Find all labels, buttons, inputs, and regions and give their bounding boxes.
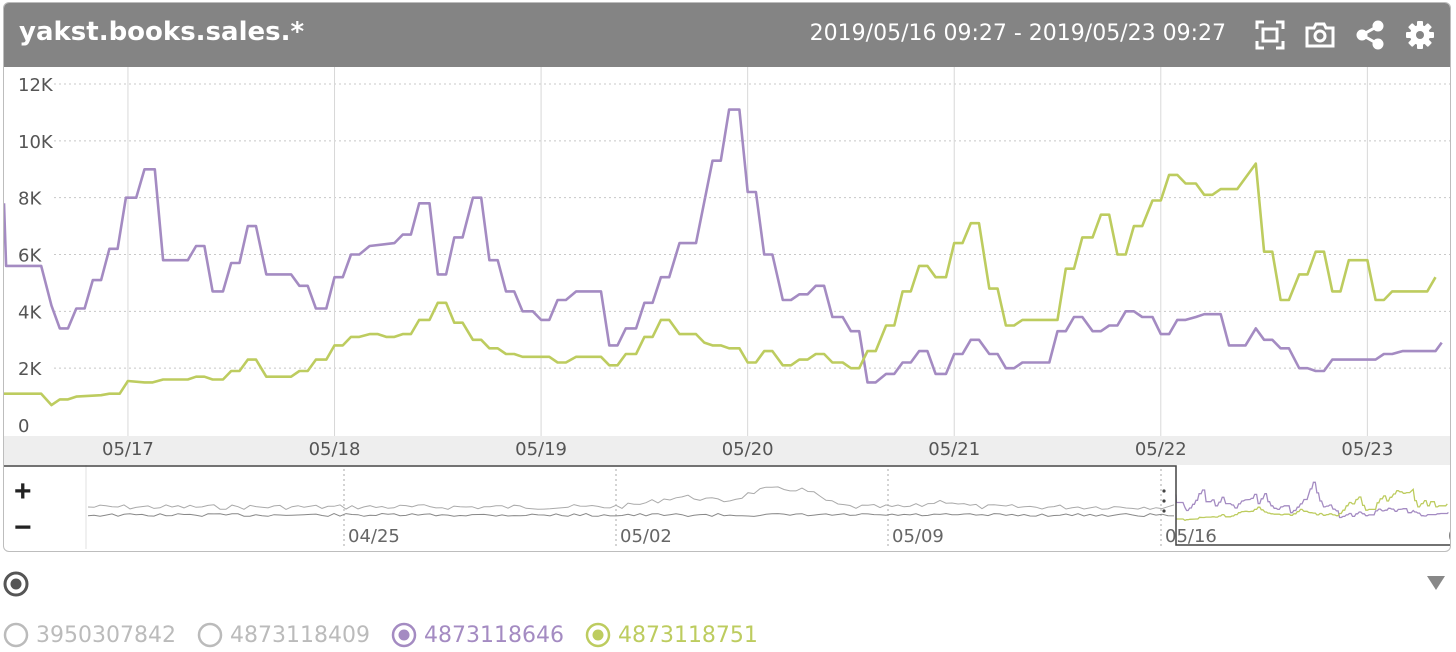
y-tick-label: 6K xyxy=(18,246,42,267)
legend: 3950307842 4873118409 4873118646 4873118751 xyxy=(2,620,778,650)
chevron-down-icon[interactable] xyxy=(1426,575,1446,591)
x-tick-label: 05/19 xyxy=(515,439,567,460)
navigator-handle-dot xyxy=(1162,499,1166,503)
chart-panel: yakst.books.sales.* 2019/05/16 09:27 - 2… xyxy=(3,2,1451,552)
chart-title: yakst.books.sales.* xyxy=(19,17,305,47)
x-tick-label: 05/22 xyxy=(1135,439,1187,460)
y-tick-label: 4K xyxy=(18,302,42,323)
series-line-4873118646[interactable] xyxy=(4,108,1443,384)
navigator-series-4873118646 xyxy=(1175,481,1449,519)
navigator-history-line xyxy=(87,486,1175,510)
y-tick-label: 12K xyxy=(18,75,54,96)
time-range[interactable]: 2019/05/16 09:27 - 2019/05/23 09:27 xyxy=(809,21,1226,46)
legend-item-4873118646[interactable]: 4873118646 xyxy=(390,621,564,649)
navigator-tick-label: 04/25 xyxy=(348,526,400,547)
navigator-history-line xyxy=(87,512,1175,518)
x-tick-label: 05/18 xyxy=(309,439,361,460)
series-line-4873118751[interactable] xyxy=(4,162,1437,407)
camera-icon[interactable] xyxy=(1304,19,1336,51)
x-tick-label: 05/20 xyxy=(722,439,774,460)
x-tick-label: 05/17 xyxy=(102,439,154,460)
legend-label: 4873118646 xyxy=(423,622,564,648)
y-tick-label: 0 xyxy=(18,416,29,437)
main-chart[interactable]: 0 2K 4K 6K 8K 10K 12K 05/17 05/18 05/19 05/20 05/21… xyxy=(4,67,1450,465)
navigator-tick-label: 05/02 xyxy=(620,526,672,547)
y-tick-label: 10K xyxy=(18,132,54,153)
x-axis-band xyxy=(4,436,1450,465)
navigator-chart[interactable]: 04/25 05/02 05/09 05/16 0 xyxy=(4,465,1450,551)
navigator-selection-window[interactable] xyxy=(4,465,1450,546)
radio-checked-icon[interactable] xyxy=(584,621,612,649)
radio-checked-icon[interactable] xyxy=(390,621,418,649)
legend-item-4873118751[interactable]: 4873118751 xyxy=(584,621,758,649)
x-tick-label: 05/23 xyxy=(1341,439,1393,460)
legend-label: 4873118409 xyxy=(229,622,370,648)
legend-item-4873118409[interactable]: 4873118409 xyxy=(196,621,370,649)
y-tick-label: 8K xyxy=(18,189,42,210)
zoom-out-button[interactable]: − xyxy=(14,511,32,544)
navigator-series-4873118751 xyxy=(1176,487,1448,522)
legend-label: 4873118751 xyxy=(617,622,758,648)
navigator-tick-label: 05/16 xyxy=(1165,526,1217,547)
share-icon[interactable] xyxy=(1354,19,1386,51)
legend-label: 3950307842 xyxy=(36,622,176,648)
x-tick-label: 05/21 xyxy=(928,439,980,460)
master-toggle-radio[interactable] xyxy=(2,570,30,598)
y-tick-label: 2K xyxy=(18,359,42,380)
navigator-tick-label: 05/09 xyxy=(892,526,944,547)
gear-icon[interactable] xyxy=(1404,19,1436,51)
navigator-handle-dot xyxy=(1162,489,1166,493)
navigator-handle-dot xyxy=(1162,509,1166,513)
radio-unchecked-icon[interactable] xyxy=(2,621,30,649)
navigator-tick-label: 0 xyxy=(1448,526,1450,547)
zoom-in-button[interactable]: + xyxy=(14,475,32,508)
legend-item-3950307842[interactable]: 3950307842 xyxy=(2,621,176,649)
radio-unchecked-icon[interactable] xyxy=(196,621,224,649)
chart-header: yakst.books.sales.* 2019/05/16 09:27 - 2… xyxy=(4,3,1450,67)
fit-screen-icon[interactable] xyxy=(1254,19,1286,51)
